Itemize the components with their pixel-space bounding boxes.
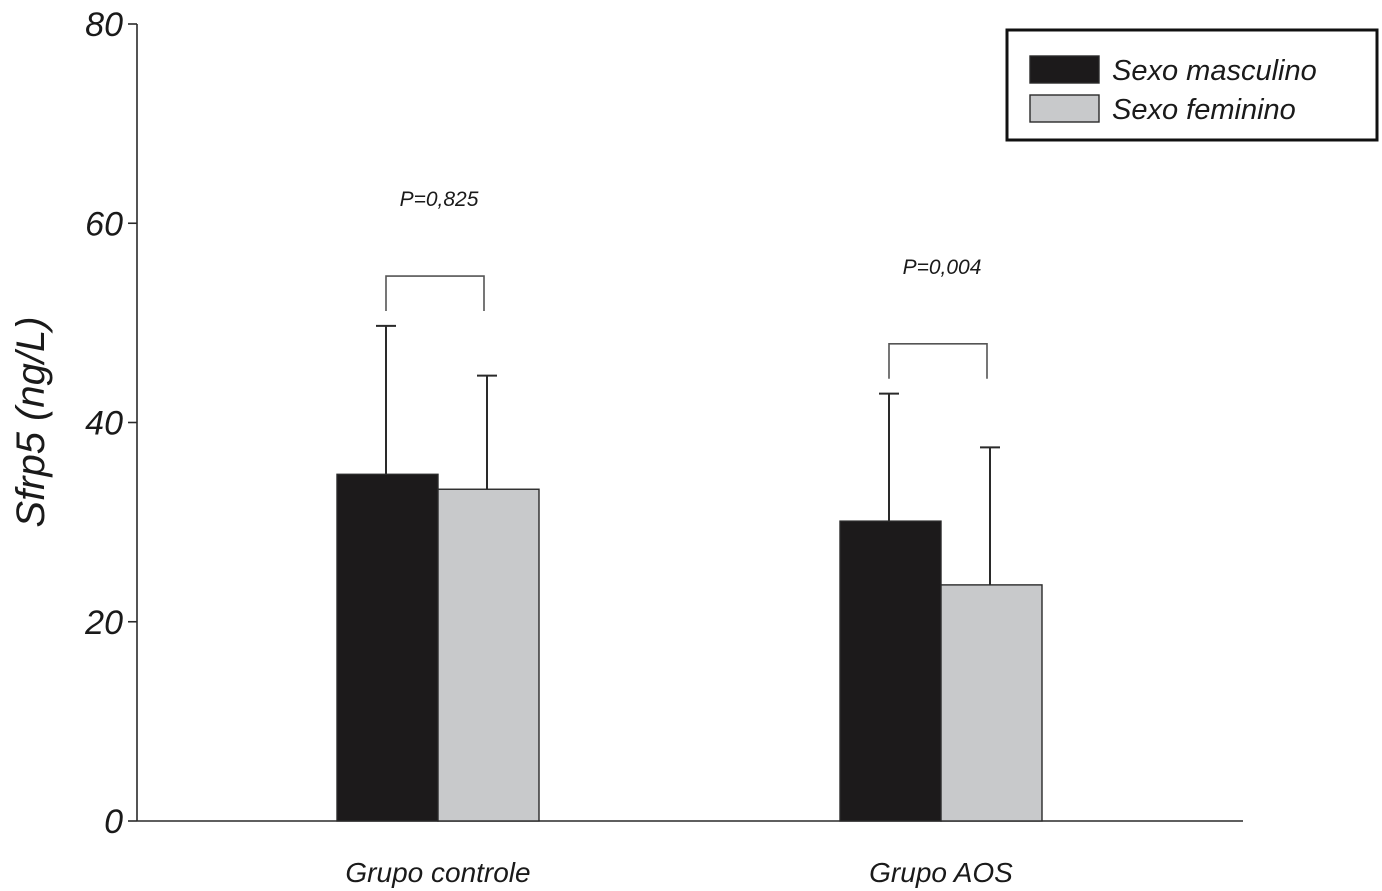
p-value-label: P=0,004 (903, 256, 982, 279)
bars (336, 324, 1043, 822)
y-tick-label: 80 (85, 6, 123, 44)
significance-bracket (888, 342, 988, 379)
bar (437, 488, 540, 822)
axes: 0 20 40 60 80 Sfrp5 (ng/L) Grupo controle Grupo… (9, 6, 1243, 888)
legend-label: Sexo masculino (1112, 55, 1317, 87)
x-tick-label: Grupo controle (345, 857, 530, 888)
p-value-label: P=0,825 (400, 188, 479, 211)
x-tick-label: Grupo AOS (869, 857, 1013, 888)
annotations: P=0,825 P=0,004 (385, 188, 988, 379)
legend-swatch (1029, 55, 1100, 84)
significance-bracket (385, 275, 485, 312)
y-tick-label: 60 (85, 205, 123, 243)
y-tick-label: 20 (84, 604, 123, 642)
bar (839, 520, 942, 822)
legend: Sexo masculino Sexo feminino (1005, 28, 1379, 142)
legend-swatch (1029, 94, 1100, 123)
legend-label: Sexo feminino (1112, 94, 1296, 126)
y-tick-label: 40 (85, 405, 123, 443)
y-axis-label: Sfrp5 (ng/L) (9, 316, 53, 527)
y-tick-label: 0 (104, 803, 123, 841)
bar (940, 584, 1043, 822)
bar (336, 473, 439, 822)
